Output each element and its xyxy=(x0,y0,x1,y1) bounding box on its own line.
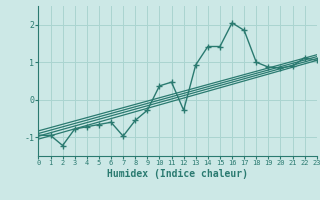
X-axis label: Humidex (Indice chaleur): Humidex (Indice chaleur) xyxy=(107,169,248,179)
